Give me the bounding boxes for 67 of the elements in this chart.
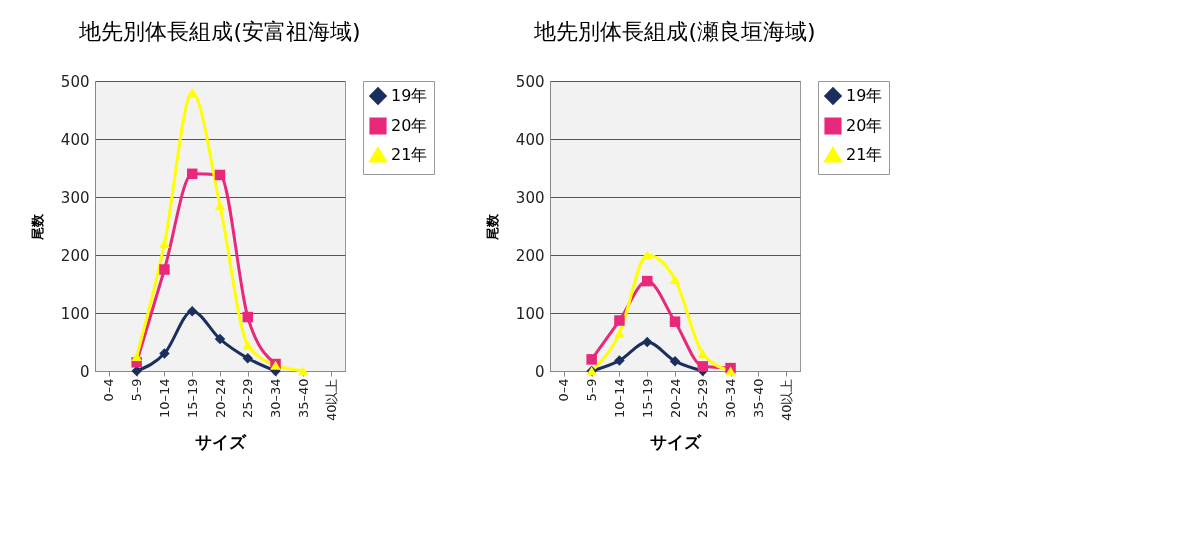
point	[159, 264, 170, 275]
x-tick-label: 10–14	[156, 378, 172, 419]
legend-label: 21年	[846, 145, 883, 164]
x-tick-label: 35–40	[295, 378, 311, 419]
point	[214, 333, 226, 345]
x-axis-title: サイズ	[195, 432, 247, 453]
y-tick-label: 100	[515, 304, 545, 323]
x-tick-label: 15–19	[639, 378, 655, 419]
x-tick-label: 40以上	[323, 378, 339, 422]
x-tick-label: 25–29	[240, 378, 256, 419]
x-tick-label: 20–24	[667, 378, 683, 419]
point	[159, 238, 170, 248]
y-tick-label: 0	[534, 362, 545, 381]
point	[214, 201, 226, 211]
chart-title: 地先別体長組成(瀬良垣海域)	[533, 19, 816, 44]
y-axis-title: 尾数	[484, 212, 500, 241]
point	[131, 351, 142, 362]
x-axis-title: サイズ	[650, 432, 702, 453]
y-tick-label: 200	[60, 246, 90, 265]
point	[186, 88, 198, 98]
point	[242, 311, 254, 323]
point	[242, 353, 254, 364]
chart-title: 地先別体長組成(安富祖海域)	[78, 19, 361, 44]
x-tick-label: 30–34	[268, 378, 284, 419]
point	[641, 275, 653, 287]
y-tick-label: 200	[515, 246, 545, 265]
x-tick-label: 35–40	[750, 378, 766, 419]
point	[641, 336, 653, 348]
point	[725, 366, 736, 376]
point	[669, 316, 681, 327]
point	[186, 306, 198, 317]
point	[214, 169, 226, 181]
legend-label: 19年	[391, 86, 428, 105]
y-tick-label: 300	[515, 188, 545, 207]
y-tick-label: 400	[60, 130, 90, 149]
y-tick-label: 0	[79, 362, 90, 381]
legend-label: 20年	[846, 116, 883, 135]
y-tick-label: 400	[515, 130, 545, 149]
point	[669, 274, 681, 284]
point	[669, 355, 681, 367]
x-tick-label: 20–24	[212, 378, 228, 419]
y-tick-label: 500	[515, 72, 545, 91]
x-tick-label: 15–19	[184, 378, 200, 419]
point	[159, 348, 170, 359]
point	[614, 355, 625, 366]
y-tick-label: 100	[60, 304, 90, 323]
y-tick-label: 300	[60, 188, 90, 207]
point	[586, 354, 597, 365]
point	[186, 168, 198, 180]
legend-label: 21年	[391, 145, 428, 164]
x-tick-label: 5–9	[129, 378, 145, 402]
y-axis-title: 尾数	[29, 212, 45, 241]
x-tick-label: 25–29	[695, 378, 711, 419]
point	[697, 349, 709, 359]
point	[614, 328, 625, 338]
point	[298, 366, 309, 376]
x-tick-label: 5–9	[584, 378, 600, 402]
legend-label: 20年	[391, 116, 428, 135]
x-tick-label: 0–4	[556, 378, 572, 402]
x-tick-label: 40以上	[778, 378, 794, 422]
x-tick-label: 30–34	[723, 378, 739, 419]
point	[697, 361, 709, 372]
x-tick-label: 0–4	[101, 378, 117, 402]
x-tick-label: 10–14	[611, 378, 627, 419]
y-tick-label: 500	[60, 72, 90, 91]
point	[614, 315, 625, 326]
legend-label: 19年	[846, 86, 883, 105]
